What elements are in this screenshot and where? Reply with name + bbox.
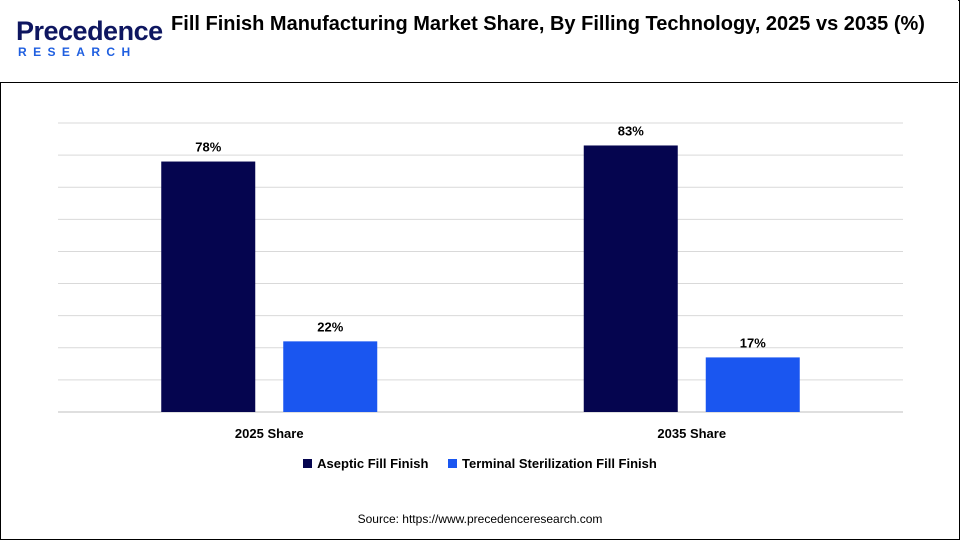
bar <box>583 145 678 412</box>
legend-label-aseptic: Aseptic Fill Finish <box>317 456 429 471</box>
logo-wordmark: Precedence <box>16 16 163 46</box>
data-label: 78% <box>195 140 221 155</box>
bar <box>705 357 800 412</box>
legend-label-terminal: Terminal Sterilization Fill Finish <box>462 456 657 471</box>
x-tick-label: 2025 Share <box>235 426 304 441</box>
legend-item-aseptic: Aseptic Fill Finish <box>303 454 428 474</box>
source-note: Source: https://www.precedenceresearch.c… <box>357 512 603 526</box>
x-tick-label: 2035 Share <box>657 426 726 441</box>
legend: Aseptic Fill Finish Terminal Sterilizati… <box>0 454 960 474</box>
bar <box>161 161 256 412</box>
brand-logo: Precedence RESEARCH <box>16 16 166 64</box>
bar <box>283 341 378 412</box>
data-label: 17% <box>740 335 766 350</box>
data-label: 22% <box>317 319 343 334</box>
header: Precedence RESEARCH Fill Finish Manufact… <box>0 0 958 83</box>
legend-swatch-aseptic <box>303 459 313 468</box>
logo-tagline: RESEARCH <box>18 45 137 59</box>
data-label: 83% <box>618 123 644 138</box>
legend-item-terminal: Terminal Sterilization Fill Finish <box>448 454 657 474</box>
chart-title: Fill Finish Manufacturing Market Share, … <box>171 13 925 35</box>
legend-swatch-terminal <box>448 459 458 468</box>
